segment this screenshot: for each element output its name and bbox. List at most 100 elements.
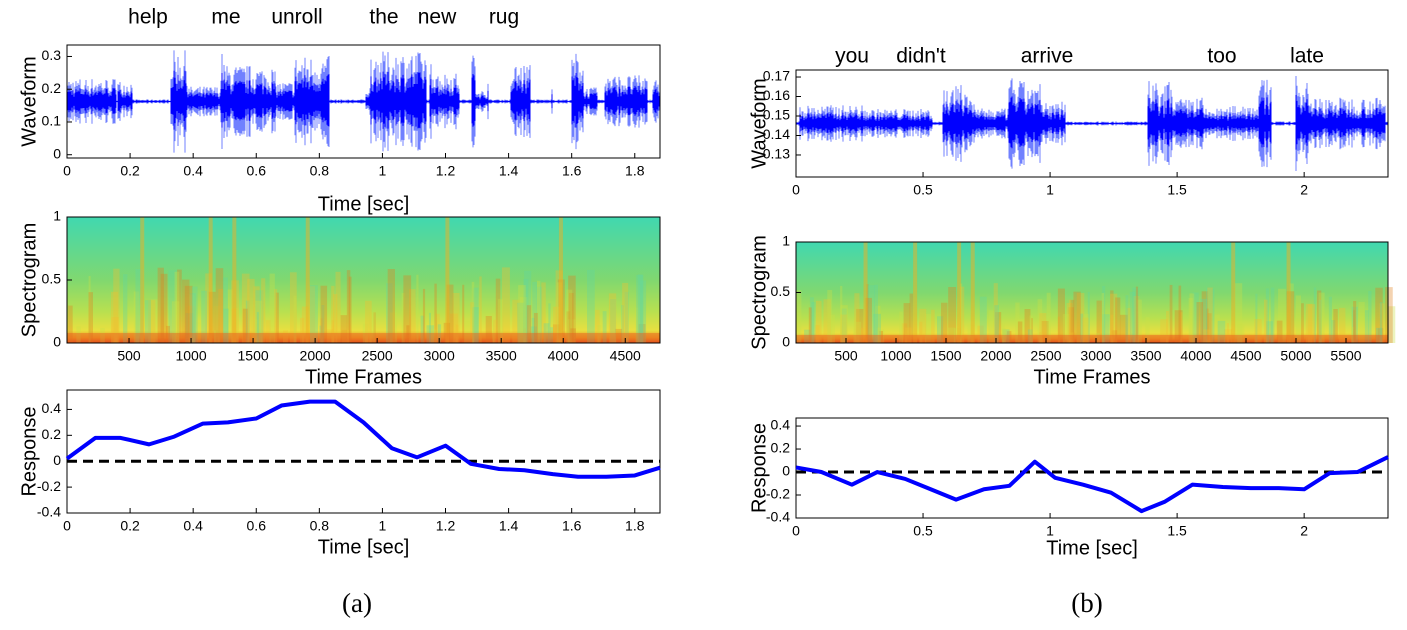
spectrogram-texture <box>269 273 275 343</box>
spectrogram-texture <box>1333 309 1338 343</box>
figure-label: (a) <box>342 588 372 618</box>
spectrogram-texture <box>208 217 213 343</box>
spectrogram-texture <box>340 315 348 343</box>
spectrogram-texture <box>967 324 974 343</box>
spectrogram-texture <box>1110 290 1114 343</box>
y-tick-label: 0.14 <box>763 126 790 142</box>
word-annotation: you <box>835 45 869 68</box>
spectrogram-texture <box>256 312 259 343</box>
spectrogram-texture <box>809 297 814 343</box>
spectrogram-texture <box>815 300 822 343</box>
x-tick-label: 1000 <box>880 348 911 364</box>
word-annotation: too <box>1207 45 1236 68</box>
spectrogram-texture <box>1110 314 1114 343</box>
spectrogram-texture <box>68 305 73 343</box>
spectrogram-texture <box>1102 314 1110 343</box>
spectrogram-texture <box>959 286 965 343</box>
x-tick-label: 500 <box>834 348 858 364</box>
spectrogram-texture <box>941 302 948 343</box>
spectrogram-texture <box>1351 306 1358 343</box>
spectrogram-texture <box>558 217 563 343</box>
x-tick-label: 1.8 <box>625 163 645 179</box>
x-tick-label: 3500 <box>486 348 517 364</box>
spectrogram-texture <box>913 242 918 343</box>
spectrogram-texture <box>1066 303 1073 343</box>
y-tick-label: -0.2 <box>37 478 61 494</box>
y-axis-label: Spectrogram <box>18 223 40 338</box>
spectrogram-texture <box>148 300 156 343</box>
spectrogram-texture <box>874 284 878 343</box>
spectrogram-texture <box>1234 283 1243 343</box>
y-axis-label: Waveform <box>18 56 40 146</box>
spectrogram-texture <box>1024 309 1031 343</box>
spectrogram-texture <box>1132 287 1139 343</box>
axes-frame <box>66 389 661 514</box>
spectrogram-texture <box>1387 306 1396 343</box>
x-axis-label: Time Frames <box>305 366 422 388</box>
spectrogram-texture <box>517 302 525 343</box>
x-tick-label: 0.4 <box>183 163 203 179</box>
x-tick-label: 0 <box>792 523 800 539</box>
spectrogram-texture <box>523 279 529 343</box>
x-tick-label: 1.8 <box>625 518 645 534</box>
word-annotation: unroll <box>271 6 322 29</box>
x-tick-label: 0.5 <box>913 523 933 539</box>
spectrogram-texture <box>1201 291 1209 343</box>
spectrogram-texture <box>1160 319 1168 343</box>
spectrogram-texture <box>1080 313 1084 343</box>
spectrogram-texture <box>305 217 310 343</box>
spectrogram-texture <box>1200 298 1208 343</box>
x-tick-label: 0.8 <box>310 163 330 179</box>
x-tick-label: 3500 <box>1130 348 1161 364</box>
spectrogram-texture <box>899 311 903 343</box>
spectrogram-texture <box>815 325 820 343</box>
x-tick-label: 1.6 <box>562 163 582 179</box>
spectrogram-texture <box>856 308 864 343</box>
spectrogram-texture <box>227 289 234 343</box>
y-tick-label: -0.2 <box>766 486 790 502</box>
spectrogram-texture <box>232 217 237 343</box>
x-axis-label: Time [sec] <box>1046 537 1138 559</box>
spectrogram-texture <box>1318 292 1325 343</box>
spectrogram-texture <box>1115 297 1121 343</box>
y-tick-label: 0.17 <box>763 68 790 84</box>
spectrogram-texture <box>497 299 504 343</box>
spectrogram-texture <box>1301 303 1304 343</box>
spectrogram-texture <box>471 281 475 343</box>
spectrogram-texture <box>189 293 196 343</box>
spectrogram-texture <box>637 274 643 343</box>
x-tick-label: 0.4 <box>183 518 203 534</box>
spectrogram-texture <box>568 293 574 343</box>
spectrogram-texture <box>470 302 475 343</box>
response-line <box>65 399 661 479</box>
spectrogram-texture <box>409 289 416 343</box>
spectrogram-texture <box>853 321 862 343</box>
spectrogram-texture <box>1270 287 1275 343</box>
spectrogram-texture <box>519 297 528 343</box>
spectrogram-texture <box>854 293 860 343</box>
x-tick-label: 4000 <box>548 348 579 364</box>
spectrogram-texture <box>635 307 639 343</box>
spectrogram-texture <box>1379 302 1383 343</box>
spectrogram-texture <box>310 285 318 343</box>
spectrogram-texture <box>1379 303 1385 343</box>
spectrogram-texture <box>390 312 398 343</box>
spectrogram-texture <box>901 323 908 343</box>
spectrogram-texture <box>386 283 393 343</box>
spectrogram-texture <box>462 284 465 343</box>
spectrogram-texture <box>1076 292 1085 343</box>
spectrogram-texture <box>293 295 297 343</box>
spectrogram-texture <box>1368 290 1372 343</box>
panel: 0 0.2 0.4 0.6 0.8 1 1.2 1.4 1.6 1.8 0 0.1 0.2 0.3 Time… <box>18 6 661 215</box>
spectrogram-texture <box>1206 308 1209 343</box>
word-annotation: the <box>369 6 398 29</box>
y-tick-label: 0.13 <box>763 146 790 162</box>
panel: 500 1000 1500 2000 2500 3000 3500 4000 4500 5000 5… <box>748 233 1396 388</box>
spectrogram-texture <box>602 311 607 343</box>
spectrogram-texture <box>533 312 538 343</box>
x-tick-label: 0.6 <box>247 518 267 534</box>
spectrogram-texture <box>830 314 835 343</box>
spectrogram-texture <box>957 242 962 343</box>
spectrogram-texture <box>369 312 376 343</box>
spectrogram-texture <box>1166 311 1169 343</box>
